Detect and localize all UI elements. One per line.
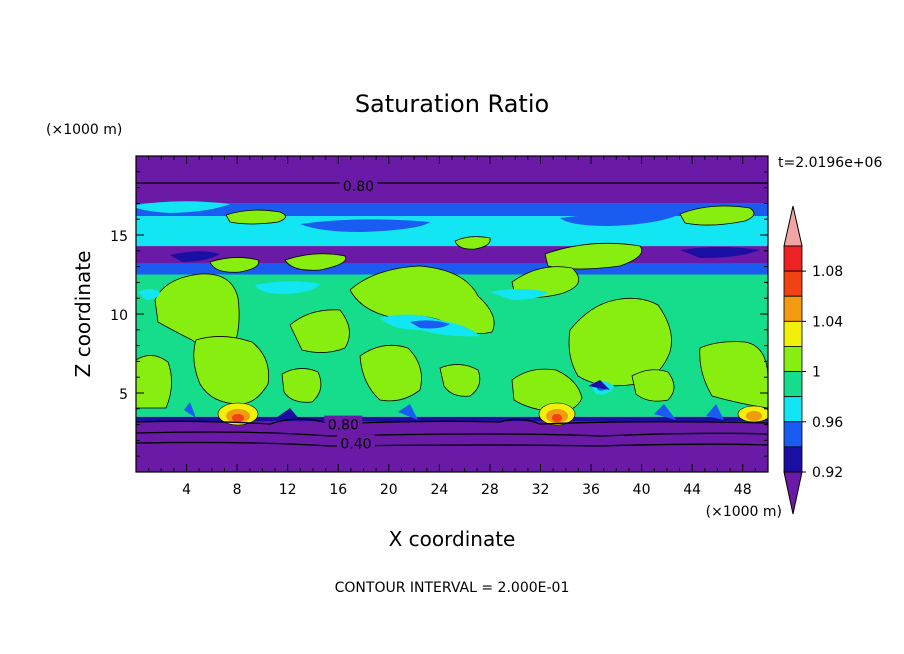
colorbar-box: [783, 371, 803, 398]
x-tick-label: 40: [633, 482, 651, 498]
z-tick-label: 10: [110, 308, 128, 324]
field-band: [136, 203, 768, 217]
z-unit-label: (×1000 m): [46, 122, 122, 138]
colorbar-tick-label: 0.96: [812, 415, 843, 431]
cloud-patch: [454, 236, 491, 250]
contour-line-0.40-low: [136, 441, 768, 447]
colorbar-box: [783, 346, 803, 372]
supersaturation-core: [746, 411, 762, 421]
dry-pocket: [680, 247, 760, 258]
cloud-mass: [699, 341, 768, 409]
colorbar-extend-min: [783, 471, 803, 515]
colorbar-tick-label: 1: [812, 365, 821, 381]
colorbar-box: [783, 421, 803, 448]
x-tick-label: 28: [481, 482, 499, 498]
cloud-mass: [193, 336, 270, 405]
colorbar-box: [783, 245, 803, 272]
contour-field: [136, 156, 768, 472]
contour-label: 0.80: [343, 179, 374, 195]
contour-line-0.60-low: [136, 431, 768, 437]
dry-pocket: [410, 320, 450, 329]
cloud-mass: [281, 368, 322, 403]
contour-line-0.80-low: [136, 418, 768, 425]
dry-pocket: [138, 289, 160, 300]
cloud-mass: [154, 273, 240, 353]
contour-label-bg: [324, 415, 363, 432]
cloud-mass: [511, 368, 583, 413]
colorbar-box: [783, 446, 803, 473]
cloud-mass: [568, 297, 672, 387]
dry-pocket: [654, 404, 676, 420]
supersaturation-core: [552, 414, 562, 422]
chart-title: Saturation Ratio: [355, 90, 549, 118]
dry-pocket: [398, 404, 418, 420]
z-axis-title: Z coordinate: [71, 251, 95, 378]
contour-label-bg: [339, 177, 378, 194]
field-band: [136, 416, 768, 422]
colorbar-box: [783, 270, 803, 297]
dry-pocket: [170, 251, 220, 262]
contour-interval-note: CONTOUR INTERVAL = 2.000E-01: [335, 580, 570, 596]
dry-pocket: [136, 201, 230, 213]
colorbar-extend-max: [783, 205, 803, 247]
z-tick-label: 5: [119, 387, 128, 403]
dry-pocket: [560, 212, 680, 226]
dry-pocket: [490, 289, 548, 300]
colorbar-box: [783, 295, 803, 322]
time-label: t=2.0196e+06: [778, 155, 882, 171]
cloud-mass: [136, 355, 172, 409]
x-tick-label: 24: [430, 482, 448, 498]
cloud-mass: [631, 369, 675, 402]
cloud-patch: [209, 257, 259, 273]
field-band: [136, 156, 768, 204]
dry-pocket: [255, 281, 320, 294]
colorbar: 0.92 0.96 1 1.04 1.08: [783, 205, 843, 515]
cloud-mass: [439, 364, 481, 397]
colorbar-tick-label: 1.08: [812, 264, 843, 280]
x-tick-label: 16: [329, 482, 347, 498]
dry-pocket: [184, 402, 196, 418]
contour-label: 0.80: [328, 418, 359, 434]
cloud-patch: [679, 205, 755, 226]
dry-pocket: [588, 380, 610, 390]
cloud-mass: [359, 344, 422, 402]
x-tick-label: 48: [734, 482, 752, 498]
x-tick-label: 4: [182, 482, 191, 498]
dry-pocket: [706, 404, 724, 420]
contour-label: 0.40: [340, 437, 371, 453]
colorbar-box: [783, 320, 803, 347]
x-unit-label: (×1000 m): [706, 504, 782, 520]
cloud-mass: [289, 309, 350, 353]
x-tick-label: 20: [380, 482, 398, 498]
colorbar-tick-label: 0.92: [812, 465, 843, 481]
x-tick-label: 44: [683, 482, 701, 498]
x-tick-label: 36: [582, 482, 600, 498]
colorbar-tick-label: 1.04: [812, 314, 843, 330]
colorbar-box: [783, 396, 803, 423]
x-tick-label: 12: [279, 482, 297, 498]
supersaturation-core: [232, 414, 244, 422]
cloud-patch: [225, 209, 286, 225]
dry-pocket: [300, 219, 430, 232]
x-axis-title: X coordinate: [389, 527, 516, 551]
z-tick-label: 15: [110, 229, 128, 245]
x-axis: 4 8 12 16 20 24 28 32 36 40 44 48: [148, 156, 756, 498]
cloud-patch: [284, 253, 347, 271]
field-band: [136, 421, 768, 472]
dry-pocket: [276, 408, 300, 420]
x-tick-label: 32: [532, 482, 550, 498]
contour-label-bg: [336, 434, 375, 451]
x-tick-label: 8: [233, 482, 242, 498]
field-band: [136, 263, 768, 275]
z-axis: 5 10 15: [110, 171, 768, 457]
